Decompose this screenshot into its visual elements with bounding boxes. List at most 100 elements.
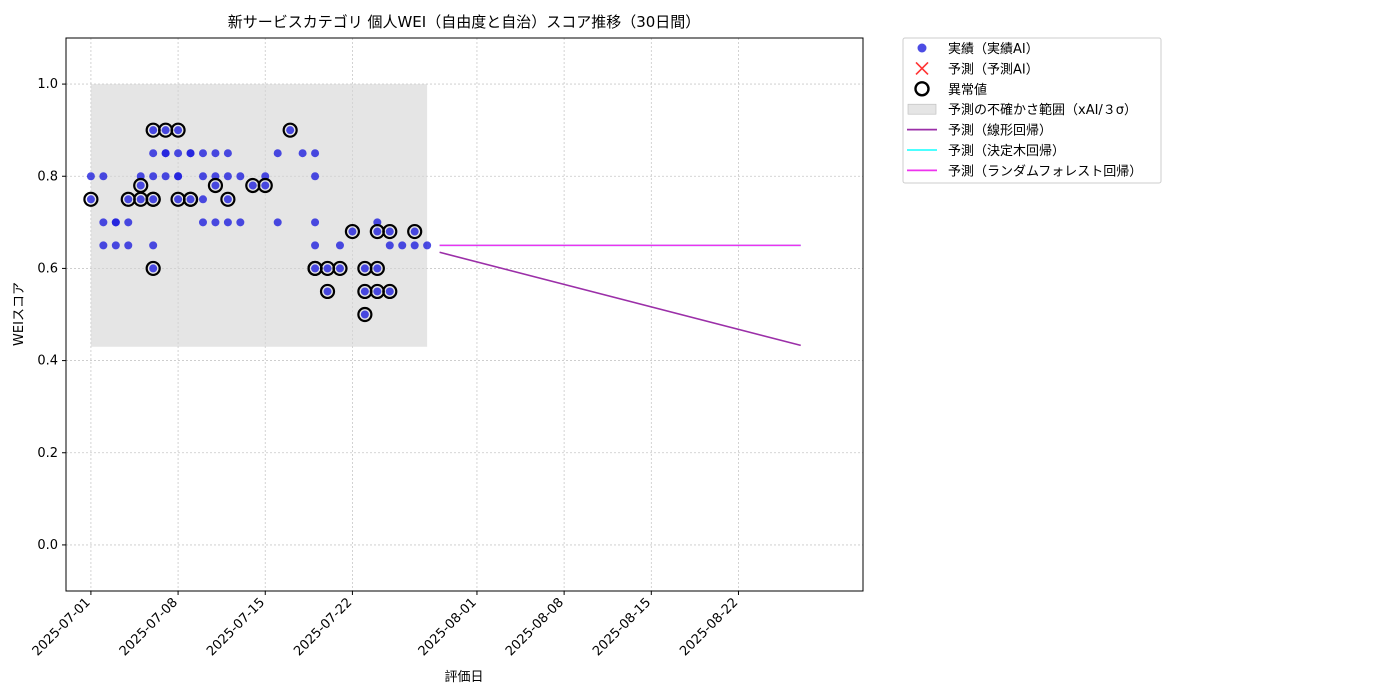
anomaly-marker [357,306,373,323]
actual-point [174,126,183,135]
anomaly-marker [344,223,361,240]
actual-point [385,241,394,250]
anomaly-marker [282,122,298,138]
actual-point [286,126,295,135]
actual-point [99,241,108,250]
actual-point [223,172,232,181]
actual-point [311,172,320,181]
actual-point [136,181,145,190]
anomaly-marker [407,223,423,240]
actual-point [385,227,394,236]
actual-point [211,149,220,158]
actual-point [86,172,95,181]
legend-label: 予測（予測AI） [948,62,1039,77]
actual-point [223,195,232,204]
actual-point [360,264,369,273]
anomaly-marker [382,223,398,240]
anomaly-marker [257,177,273,194]
actual-point [136,195,145,204]
actual-point [410,227,419,236]
x-tick-label: 2025-07-15 [204,595,268,659]
actual-point [335,264,344,273]
actual-point [323,287,332,296]
actual-point [423,241,432,250]
actual-point [311,241,320,250]
legend-marker-anomaly [914,81,930,97]
legend-label: 予測の不確かさ範囲（xAI/３σ） [948,102,1137,118]
actual-point [149,126,158,135]
legend-marker-band [907,103,937,115]
x-tick-label: 2025-08-22 [677,595,741,659]
actual-point [373,287,382,296]
actual-point [323,264,332,273]
y-tick-label: 0.2 [37,446,58,461]
actual-point [161,172,170,181]
actual-point [198,149,207,158]
actual-point [273,149,282,158]
actual-point [99,218,108,227]
actual-point [373,264,382,273]
anomaly-marker [145,260,161,277]
actual-point [398,241,407,250]
actual-point [99,172,108,181]
actual-point [124,218,133,227]
actual-point [161,149,170,158]
actual-point [298,149,307,158]
anomaly-marker [319,283,336,300]
y-tick-label: 0.4 [37,354,58,369]
actual-point [149,195,158,204]
actual-point [311,149,320,158]
actual-point [373,227,382,236]
uncertainty-band [90,84,428,347]
actual-point [111,241,120,250]
legend-label: 実績（実績AI） [948,41,1039,57]
actual-point [149,264,158,273]
actual-point [211,181,220,190]
legend-label: 予測（線形回帰） [948,123,1052,139]
anomaly-marker [182,191,199,207]
y-tick-label: 1.0 [37,77,58,92]
actual-point [385,287,394,296]
actual-point [211,218,220,227]
actual-point [236,218,245,227]
actual-point [186,195,195,204]
actual-point [149,149,158,158]
actual-point [273,218,282,227]
x-tick-label: 2025-07-01 [30,595,94,659]
actual-point [198,218,207,227]
anomaly-marker [133,177,149,194]
x-tick-label: 2025-07-08 [117,595,181,659]
anomaly-marker [382,283,398,300]
actual-point [360,310,369,319]
anomaly-marker [83,191,99,207]
actual-point [335,241,344,250]
actual-point [174,172,183,181]
actual-point [174,149,183,158]
actual-point [360,287,369,296]
actual-point [149,241,158,250]
actual-point [198,195,207,204]
y-tick-label: 0.8 [37,169,58,184]
y-tick-label: 0.0 [37,538,58,553]
legend-box [902,37,1162,184]
plot-area: 2025-07-01 2025-07-08 2025-07-15 2025-07-22… [30,37,864,659]
anomaly-marker [332,260,348,277]
legend-label: 予測（決定木回帰） [948,143,1065,159]
plot-frame [65,37,864,592]
legend-marker-forecast-ai [915,61,929,75]
actual-point [161,126,170,135]
anomaly-marker [145,191,161,207]
actual-point [124,195,133,204]
actual-point [174,195,183,204]
chart-title: 新サービスカテゴリ 個人WEI（自由度と自治）スコア推移（30日間） [228,13,701,31]
legend-marker-actual [917,43,927,53]
actual-point [149,172,158,181]
actual-point [311,264,320,273]
actual-point [223,218,232,227]
anomaly-marker [369,260,385,277]
actual-point [86,195,95,204]
actual-point [198,172,207,181]
actual-point [223,149,232,158]
